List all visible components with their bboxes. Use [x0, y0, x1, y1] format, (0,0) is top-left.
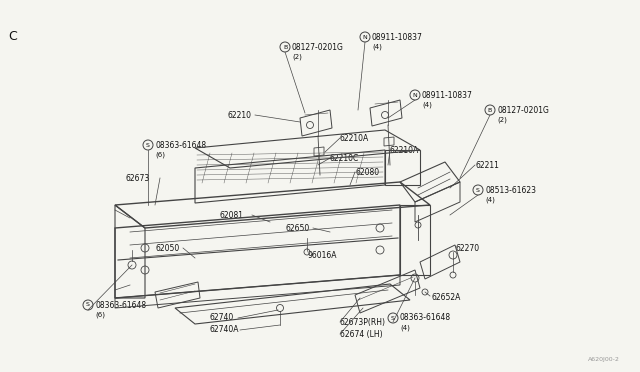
- Text: 62080: 62080: [355, 167, 379, 176]
- Text: (2): (2): [292, 54, 302, 60]
- Text: B: B: [488, 108, 492, 112]
- Text: 96016A: 96016A: [308, 250, 337, 260]
- Text: S: S: [476, 187, 480, 192]
- Text: (4): (4): [422, 102, 432, 108]
- Text: N: N: [363, 35, 367, 39]
- Text: 62210A: 62210A: [340, 134, 369, 142]
- Text: 62740: 62740: [210, 314, 234, 323]
- Text: C: C: [8, 30, 17, 43]
- Text: S: S: [146, 142, 150, 148]
- Text: (4): (4): [372, 44, 382, 50]
- Text: 08127-0201G: 08127-0201G: [497, 106, 549, 115]
- Text: 08363-61648: 08363-61648: [400, 314, 451, 323]
- Text: B: B: [283, 45, 287, 49]
- Text: (2): (2): [497, 117, 507, 123]
- Text: S: S: [86, 302, 90, 308]
- Text: A620J00-2: A620J00-2: [588, 357, 620, 362]
- Text: 62674 (LH): 62674 (LH): [340, 330, 383, 339]
- Text: 08911-10837: 08911-10837: [372, 32, 423, 42]
- Text: 62050: 62050: [155, 244, 179, 253]
- Text: N: N: [413, 93, 417, 97]
- Text: 08127-0201G: 08127-0201G: [292, 42, 344, 51]
- Text: 08363-61648: 08363-61648: [155, 141, 206, 150]
- Text: 08513-61623: 08513-61623: [485, 186, 536, 195]
- Text: 62081: 62081: [220, 211, 244, 219]
- Text: 62210C: 62210C: [330, 154, 359, 163]
- Text: (6): (6): [155, 152, 165, 158]
- Text: (4): (4): [485, 197, 495, 203]
- Text: (4): (4): [400, 325, 410, 331]
- Text: (6): (6): [95, 312, 105, 318]
- Text: 62652A: 62652A: [432, 294, 461, 302]
- Text: 62740A: 62740A: [210, 326, 239, 334]
- Text: 62650: 62650: [285, 224, 309, 232]
- Text: 62270: 62270: [455, 244, 479, 253]
- Text: 62210A: 62210A: [390, 145, 419, 154]
- Text: S: S: [391, 315, 395, 321]
- Text: 62673: 62673: [125, 173, 149, 183]
- Text: 62673P(RH): 62673P(RH): [340, 317, 386, 327]
- Text: 08363-61648: 08363-61648: [95, 301, 146, 310]
- Text: 08911-10837: 08911-10837: [422, 90, 473, 99]
- Text: 62210: 62210: [227, 110, 251, 119]
- Text: 62211: 62211: [475, 160, 499, 170]
